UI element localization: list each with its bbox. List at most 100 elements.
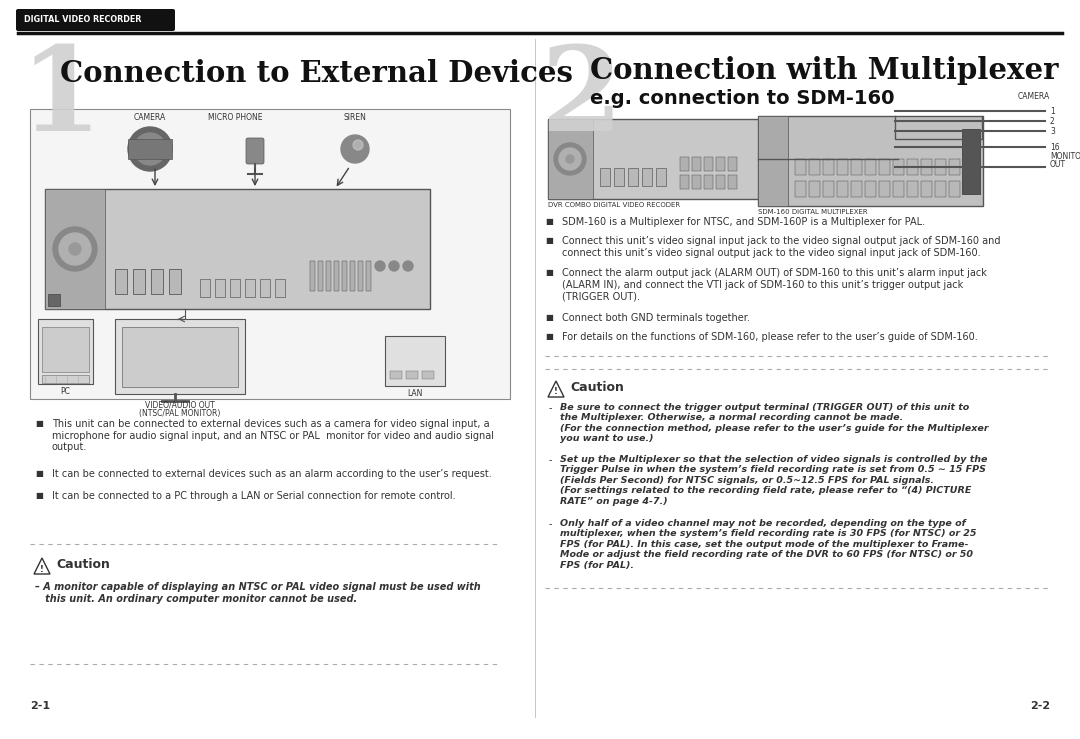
Text: Caution: Caution [56, 558, 110, 571]
Bar [151, 269, 163, 294]
Text: DVR COMBO DIGITAL VIDEO RECODER: DVR COMBO DIGITAL VIDEO RECODER [548, 202, 680, 208]
Text: ■: ■ [35, 469, 43, 478]
Bar [704, 157, 713, 171]
Text: !: ! [40, 565, 44, 573]
Text: 3: 3 [1050, 126, 1055, 135]
Bar [851, 159, 862, 175]
Bar [865, 181, 876, 197]
Bar [795, 159, 806, 175]
Text: Connect the alarm output jack (ALARM OUT) of SDM-160 to this unit’s alarm input : Connect the alarm output jack (ALARM OUT… [562, 268, 987, 302]
Bar [837, 181, 848, 197]
Bar [907, 159, 918, 175]
Bar [921, 181, 932, 197]
Bar [342, 261, 347, 291]
Bar [758, 116, 788, 206]
Text: This unit can be connected to external devices such as a camera for video signal: This unit can be connected to external d… [52, 419, 494, 452]
Bar [422, 371, 434, 379]
Text: Connection with Multiplexer: Connection with Multiplexer [590, 56, 1058, 85]
Text: – A monitor capable of displaying an NTSC or PAL video signal must be used with
: – A monitor capable of displaying an NTS… [35, 582, 481, 604]
Bar [949, 181, 960, 197]
Bar [275, 279, 285, 297]
Bar [851, 181, 862, 197]
Bar [215, 279, 225, 297]
Bar [893, 159, 904, 175]
Circle shape [69, 243, 81, 255]
Text: MICRO PHONE: MICRO PHONE [207, 113, 262, 122]
Bar [326, 261, 330, 291]
Text: OUT: OUT [1050, 160, 1066, 169]
Bar [692, 175, 701, 189]
Text: It can be connected to a PC through a LAN or Serial connection for remote contro: It can be connected to a PC through a LA… [52, 491, 456, 501]
Circle shape [341, 135, 369, 163]
Bar [168, 269, 181, 294]
Text: Only half of a video channel may not be recorded, depending on the type of
multi: Only half of a video channel may not be … [561, 519, 976, 570]
Circle shape [375, 261, 384, 271]
Text: ■: ■ [545, 217, 553, 226]
Text: !: ! [554, 387, 558, 397]
Text: ■: ■ [545, 332, 553, 341]
Text: Connect this unit’s video signal input jack to the video signal output jack of S: Connect this unit’s video signal input j… [562, 236, 1000, 258]
Text: 2: 2 [540, 41, 622, 156]
Text: ■: ■ [545, 268, 553, 277]
Bar [245, 279, 255, 297]
Text: -: - [549, 455, 553, 465]
Bar [865, 159, 876, 175]
Bar [823, 159, 834, 175]
Bar [716, 175, 725, 189]
Bar [837, 159, 848, 175]
Bar [907, 181, 918, 197]
Text: ■: ■ [35, 491, 43, 500]
Bar [357, 261, 363, 291]
Bar [795, 181, 806, 197]
Text: Set up the Multiplexer so that the selection of video signals is controlled by t: Set up the Multiplexer so that the selec… [561, 455, 987, 505]
Bar [935, 181, 946, 197]
Polygon shape [33, 558, 50, 574]
Text: -: - [549, 519, 553, 529]
Bar [350, 261, 355, 291]
Bar [680, 175, 689, 189]
Circle shape [559, 148, 581, 170]
Bar [548, 119, 828, 199]
Text: SDM-160 is a Multiplexer for NTSC, and SDM-160P is a Multiplexer for PAL.: SDM-160 is a Multiplexer for NTSC, and S… [562, 217, 926, 227]
Bar [879, 159, 890, 175]
Circle shape [134, 133, 166, 165]
Bar [122, 327, 238, 387]
Bar [260, 279, 270, 297]
Bar [45, 189, 105, 309]
Bar [366, 261, 372, 291]
Bar [962, 129, 980, 194]
Circle shape [403, 261, 413, 271]
Bar [879, 181, 890, 197]
Circle shape [59, 233, 91, 265]
Text: PC: PC [60, 387, 70, 396]
Circle shape [353, 140, 363, 150]
Text: LAN: LAN [407, 389, 422, 398]
Bar [133, 269, 145, 294]
Bar [45, 189, 430, 309]
Bar [680, 157, 689, 171]
Bar [30, 109, 510, 399]
Text: It can be connected to external devices such as an alarm according to the user’s: It can be connected to external devices … [52, 469, 491, 479]
Text: -: - [549, 403, 553, 413]
Circle shape [129, 127, 172, 171]
Text: Be sure to connect the trigger output terminal (TRIGGER OUT) of this unit to
the: Be sure to connect the trigger output te… [561, 403, 988, 443]
Text: 2-1: 2-1 [30, 701, 50, 711]
FancyBboxPatch shape [16, 9, 175, 31]
Bar [129, 139, 172, 159]
Text: ■: ■ [545, 236, 553, 245]
Bar [310, 261, 315, 291]
Bar [823, 181, 834, 197]
Text: e.g. connection to SDM-160: e.g. connection to SDM-160 [590, 89, 894, 108]
Text: MONITOR: MONITOR [1050, 152, 1080, 161]
Bar [318, 261, 323, 291]
Bar [809, 159, 820, 175]
Bar [921, 159, 932, 175]
Circle shape [566, 155, 573, 163]
Text: Connect both GND terminals together.: Connect both GND terminals together. [562, 313, 750, 323]
Bar [230, 279, 240, 297]
Bar [935, 159, 946, 175]
Circle shape [53, 227, 97, 271]
Bar [728, 157, 737, 171]
Bar [615, 168, 624, 186]
Bar [949, 159, 960, 175]
